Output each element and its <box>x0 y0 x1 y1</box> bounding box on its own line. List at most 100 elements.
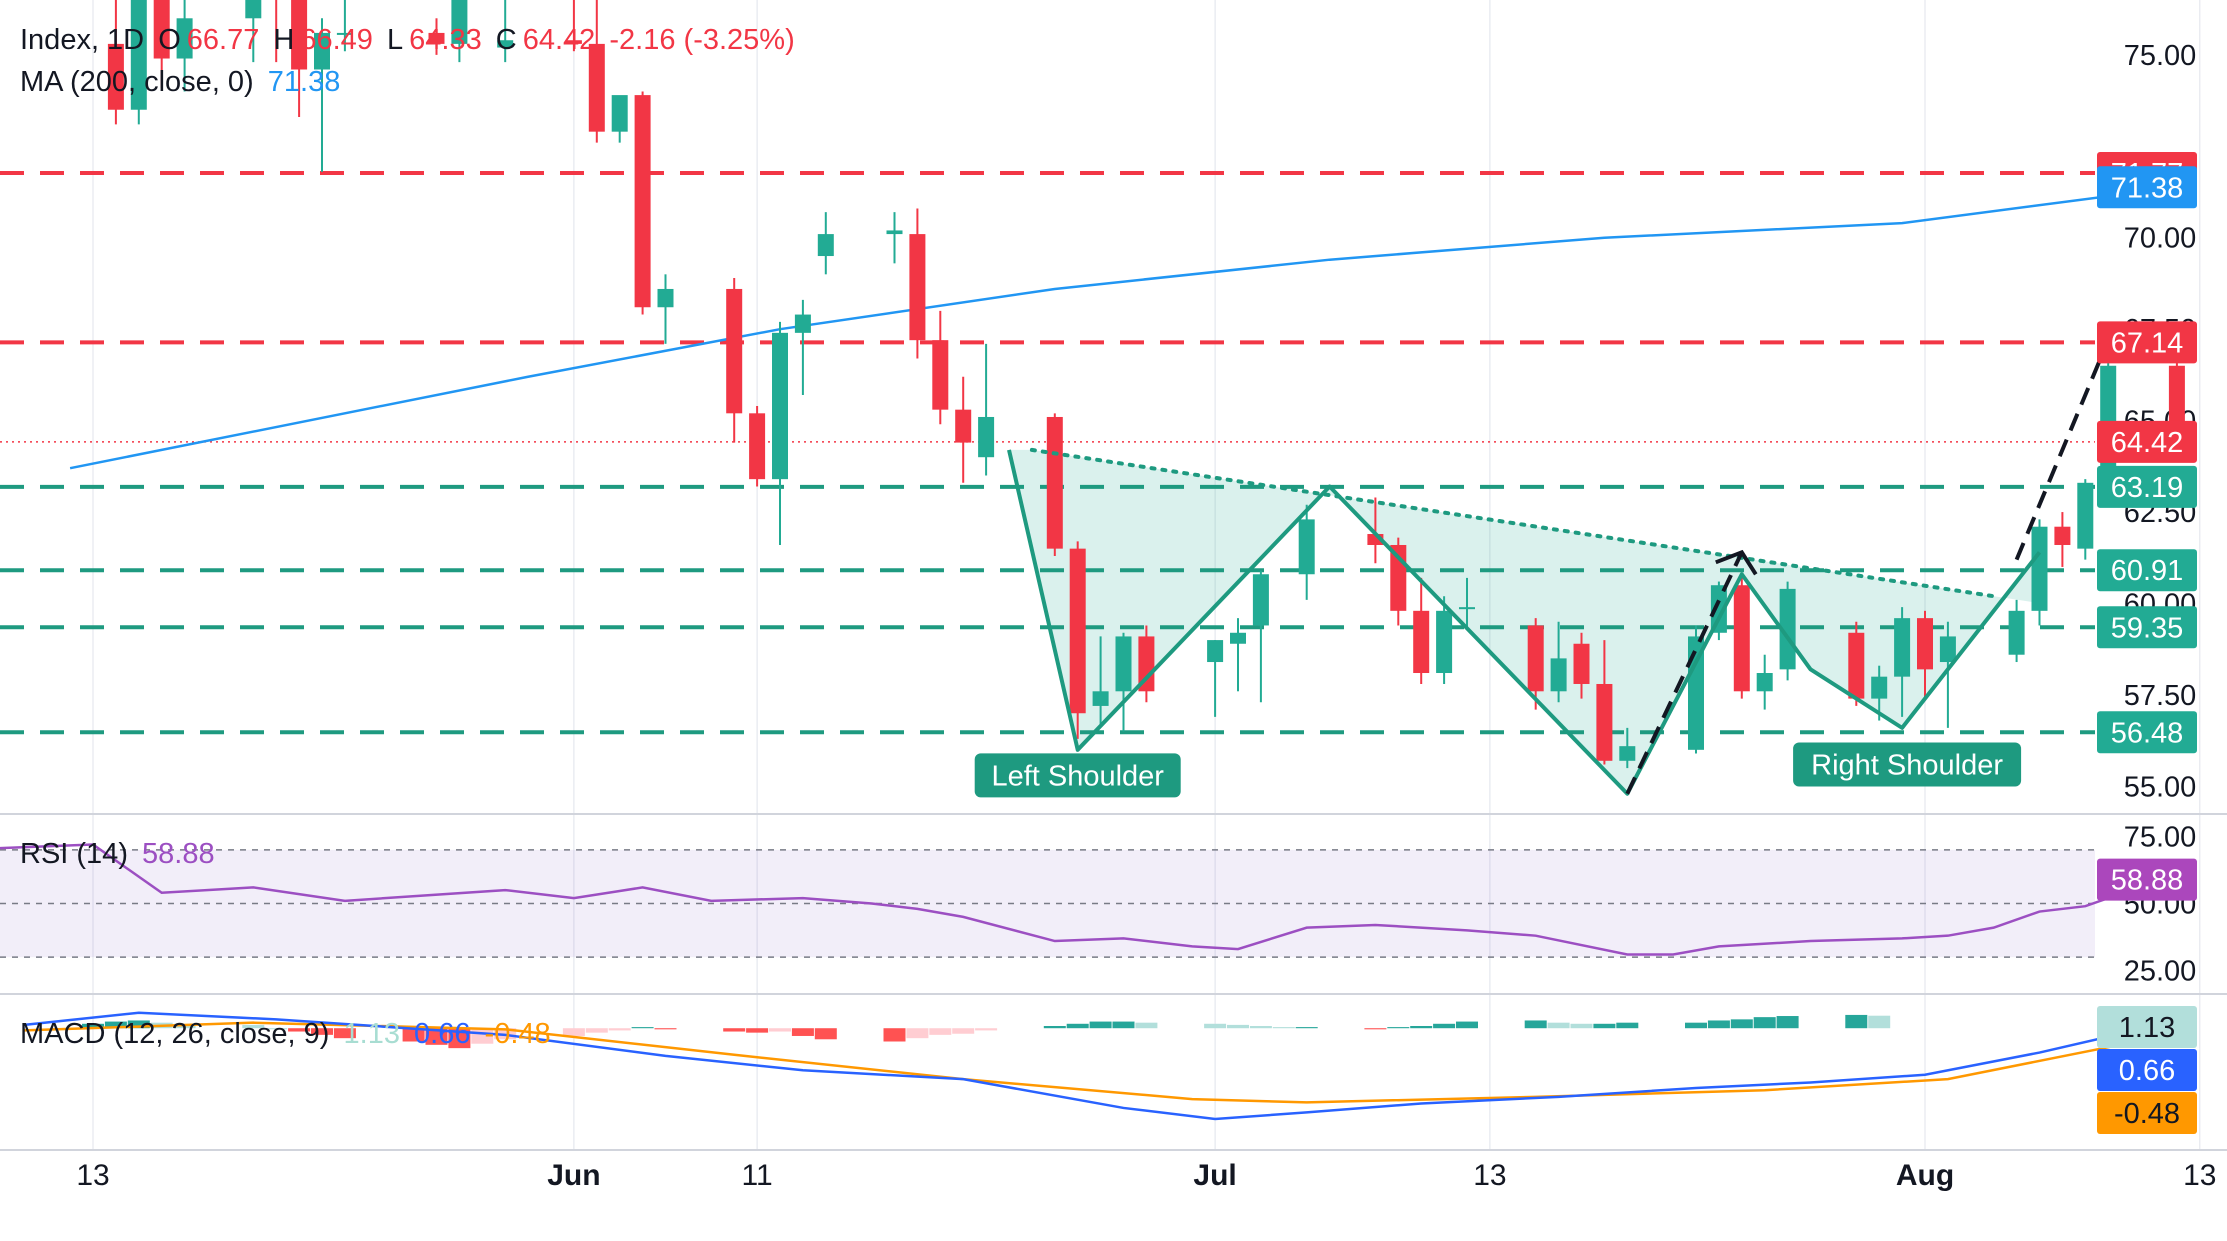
candle <box>1069 541 1086 739</box>
x-tick-label: 13 <box>76 1159 109 1192</box>
x-tick-label: 13 <box>2183 1159 2216 1192</box>
candle <box>1436 596 1453 684</box>
macd-histogram-bar <box>1616 1022 1639 1029</box>
macd-histogram-bar <box>654 1028 677 1030</box>
candle-body <box>1573 643 1590 684</box>
candle <box>451 0 468 63</box>
macd-histogram-bar <box>127 1020 150 1029</box>
macd-histogram-bar <box>1776 1016 1799 1029</box>
rsi-tick-label: 25.00 <box>2124 956 2197 988</box>
price-tick-label: 57.50 <box>2124 680 2197 712</box>
macd-histogram-bar <box>1043 1026 1066 1029</box>
projection-arrow-1 <box>1625 549 1758 795</box>
candle-body <box>772 332 788 480</box>
macd-histogram-bar <box>975 1028 998 1031</box>
candle-body <box>1252 574 1269 626</box>
macd-histogram-bar <box>288 1028 311 1032</box>
candle-body <box>1894 618 1911 677</box>
candle-body <box>886 230 903 235</box>
candle <box>1252 570 1269 703</box>
macd-histogram-bar <box>265 1028 288 1030</box>
macd-histogram-bar <box>1524 1020 1547 1029</box>
close-label: C <box>495 24 517 56</box>
annotation-text: Left Shoulder <box>991 760 1164 792</box>
price-pill-bg <box>2097 549 2197 592</box>
change-value: -2.16 (-3.25%) <box>609 24 795 56</box>
candle <box>245 0 262 63</box>
candle <box>1756 654 1773 710</box>
candle-body <box>726 288 743 414</box>
candle-body <box>817 234 834 257</box>
macd-histogram-bar <box>1593 1023 1616 1029</box>
macd-histogram-bar <box>1410 1026 1433 1029</box>
level-price-tag: 60.91 <box>2097 549 2197 592</box>
macd-histogram-bar <box>769 1028 791 1032</box>
macd-legend: MACD (12, 26, close, 9) 1.13 0.66 -0.48 <box>20 1018 557 1051</box>
candle-body <box>2054 526 2071 545</box>
high-label: H <box>273 24 295 56</box>
open-value: 66.77 <box>186 24 260 56</box>
low-label: L <box>387 24 404 56</box>
macd-histogram-bar <box>723 1028 746 1032</box>
candle <box>611 95 628 143</box>
candle <box>1527 618 1544 710</box>
candle <box>1298 504 1315 600</box>
candle <box>565 0 582 52</box>
pattern-outline <box>1007 449 2042 796</box>
price-pill-text: 59.35 <box>2111 612 2184 644</box>
macd-label: MACD (12, 26, close, 9) <box>20 1018 330 1050</box>
candle-body <box>909 234 926 341</box>
candle <box>314 18 330 172</box>
macd-histogram-bar <box>1364 1028 1387 1030</box>
macd-histogram-bar <box>1547 1022 1570 1029</box>
x-tick-label: 11 <box>742 1159 773 1192</box>
candle <box>2077 479 2094 560</box>
candle-body <box>1939 636 1956 663</box>
macd-histogram-bar <box>1112 1021 1135 1029</box>
rsi-pill-text: 58.88 <box>2111 865 2184 897</box>
candle <box>1207 640 1224 717</box>
candle-body <box>314 32 330 70</box>
candle-body <box>153 0 170 59</box>
candle-body <box>107 43 124 110</box>
candle <box>336 0 353 52</box>
candle <box>130 0 147 125</box>
price-pill-bg <box>2097 166 2197 209</box>
candle-body <box>1596 683 1613 761</box>
candle <box>1367 497 1384 564</box>
x-tick-label: 13 <box>1473 1159 1506 1192</box>
left-shoulder-label: Left Shoulder <box>974 753 1181 798</box>
candle <box>291 0 308 118</box>
candle-body <box>1367 534 1384 545</box>
projection-line <box>1625 551 1744 795</box>
macd-histogram-bar <box>562 1028 585 1036</box>
candle-body <box>2031 526 2048 611</box>
candle <box>2031 519 2048 626</box>
macd-histogram-bar <box>906 1028 929 1039</box>
macd-pill-bg <box>2097 1092 2197 1134</box>
candle-body <box>1298 519 1315 575</box>
candle-body <box>1527 625 1544 692</box>
rsi-legend: RSI (14) 58.88 <box>20 838 221 871</box>
macd-line <box>24 1011 2178 1121</box>
candle-body <box>2077 482 2094 549</box>
candle <box>1688 625 1704 754</box>
candle <box>588 0 605 143</box>
candle-body <box>1710 585 1727 633</box>
macd-signal-value: -0.48 <box>484 1018 551 1050</box>
x-tick-label: Aug <box>1896 1159 1954 1192</box>
macd-histogram-bar <box>631 1027 654 1029</box>
macd-histogram-bar <box>402 1028 425 1042</box>
candle <box>1230 618 1246 692</box>
price-pill-bg <box>2097 606 2197 649</box>
macd-histogram-bar <box>1249 1026 1272 1029</box>
price-pill-text: 64.42 <box>2111 427 2184 459</box>
macd-histogram-bar <box>1753 1017 1776 1029</box>
candle-body <box>1436 610 1453 674</box>
macd-histogram-bar <box>1685 1022 1707 1029</box>
candle <box>1894 607 1911 717</box>
macd-histogram-bar <box>608 1028 631 1031</box>
candle <box>726 277 743 443</box>
macd-histogram-bar <box>791 1028 814 1036</box>
